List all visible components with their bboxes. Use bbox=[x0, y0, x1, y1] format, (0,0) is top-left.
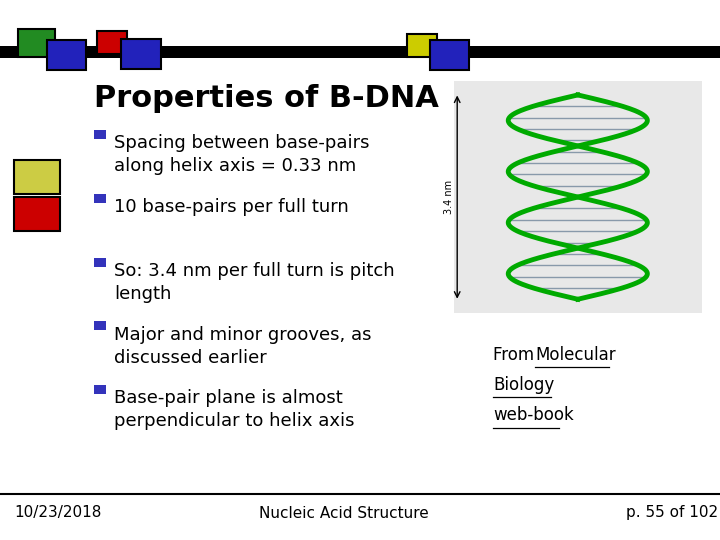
Bar bbox=[430, 40, 469, 70]
Text: web-book: web-book bbox=[493, 406, 574, 424]
Text: Base-pair plane is almost
perpendicular to helix axis: Base-pair plane is almost perpendicular … bbox=[114, 389, 354, 430]
Text: 10 base-pairs per full turn: 10 base-pairs per full turn bbox=[114, 198, 348, 216]
Text: Properties of B-DNA: Properties of B-DNA bbox=[94, 84, 438, 113]
Bar bbox=[94, 194, 106, 203]
Text: Spacing between base-pairs
along helix axis = 0.33 nm: Spacing between base-pairs along helix a… bbox=[114, 134, 369, 176]
Bar bbox=[14, 197, 60, 231]
Bar bbox=[454, 81, 702, 313]
Bar bbox=[121, 39, 161, 69]
Text: So: 3.4 nm per full turn is pitch
length: So: 3.4 nm per full turn is pitch length bbox=[114, 262, 395, 303]
Text: From: From bbox=[493, 346, 539, 363]
Bar bbox=[94, 130, 106, 139]
Text: 3.4 nm: 3.4 nm bbox=[444, 180, 454, 214]
Bar bbox=[47, 40, 86, 70]
Bar bbox=[94, 321, 106, 330]
Text: Nucleic Acid Structure: Nucleic Acid Structure bbox=[259, 505, 429, 521]
Bar bbox=[94, 385, 106, 394]
Text: p. 55 of 102: p. 55 of 102 bbox=[626, 505, 719, 521]
Bar bbox=[0, 46, 720, 58]
Bar bbox=[407, 34, 437, 57]
Text: 10/23/2018: 10/23/2018 bbox=[14, 505, 102, 521]
Bar bbox=[14, 160, 60, 194]
Text: Major and minor grooves, as
discussed earlier: Major and minor grooves, as discussed ea… bbox=[114, 326, 372, 367]
Text: Biology: Biology bbox=[493, 376, 554, 394]
Bar bbox=[97, 31, 127, 54]
Text: Molecular: Molecular bbox=[535, 346, 616, 363]
Bar bbox=[18, 29, 55, 57]
Bar bbox=[94, 258, 106, 267]
